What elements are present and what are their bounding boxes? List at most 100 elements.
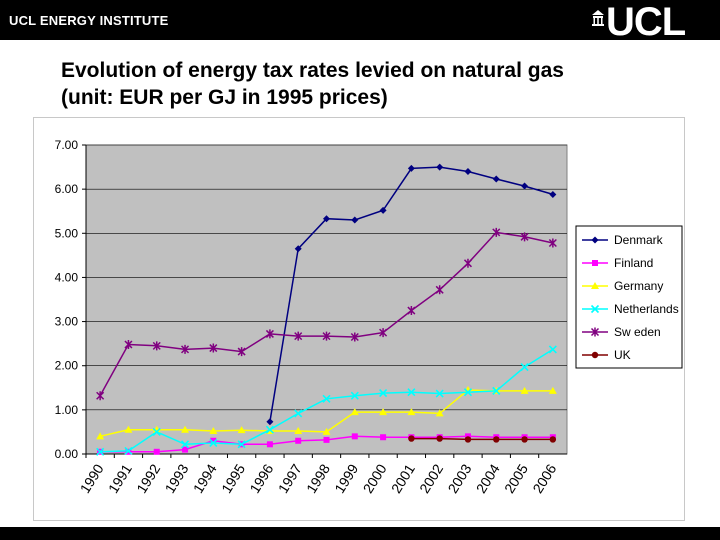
point-netherlands (294, 409, 303, 418)
x-tick-label: 1993 (161, 461, 191, 496)
header-bar: UCL ENERGY INSTITUTE UCL (0, 0, 720, 44)
legend-box (575, 225, 683, 369)
point-netherlands (350, 391, 359, 400)
point-sweden (379, 328, 388, 338)
legend-marker-uk (591, 351, 599, 359)
point-denmark (549, 190, 557, 198)
legend-label-germany: Germany (614, 279, 663, 293)
point-germany (520, 386, 529, 394)
y-tick-label: 6.00 (55, 182, 79, 196)
point-germany (435, 409, 444, 417)
point-netherlands (265, 425, 274, 434)
y-tick-label: 7.00 (55, 138, 79, 152)
point-netherlands (237, 440, 246, 449)
point-finland (323, 436, 330, 443)
point-denmark (379, 206, 387, 214)
line-chart: 0.00 1.00 2.00 3.00 4.00 5.00 6.00 7.00 19901991… (55, 138, 683, 496)
legend-marker-germany (591, 282, 599, 289)
footer-bar (0, 527, 720, 540)
point-netherlands (96, 447, 105, 456)
point-finland (182, 446, 189, 453)
point-sweden (435, 285, 444, 295)
x-tick-label: 1998 (303, 461, 333, 496)
logo-text: UCL (606, 0, 686, 44)
y-tick-label: 0.00 (55, 447, 79, 461)
series-line-uk (411, 437, 553, 441)
point-sweden (294, 331, 303, 341)
point-sweden (520, 232, 529, 242)
point-uk (408, 435, 415, 442)
point-sweden (237, 347, 246, 357)
x-tick-label: 2001 (388, 461, 418, 496)
point-netherlands (180, 440, 190, 449)
point-denmark (436, 163, 444, 171)
plot-area (85, 144, 568, 455)
point-germany (548, 386, 557, 394)
portico-building-icon (592, 10, 604, 26)
x-tick-label: 2000 (360, 461, 390, 496)
x-tick-label: 2005 (501, 461, 531, 496)
point-germany (237, 426, 246, 434)
y-tick-label: 2.00 (55, 359, 79, 373)
point-uk (464, 436, 472, 443)
legend-marker-netherlands (590, 304, 600, 314)
point-sweden (124, 340, 133, 350)
y-tick-label: 3.00 (55, 315, 79, 329)
point-finland (380, 434, 387, 441)
point-uk (436, 435, 443, 442)
x-tick-label: 1990 (77, 461, 107, 496)
point-netherlands (209, 438, 218, 448)
point-sweden (152, 341, 161, 351)
point-uk (521, 436, 528, 443)
point-finland (153, 448, 160, 455)
point-uk (549, 436, 557, 443)
point-denmark (521, 182, 529, 190)
x-tick-label: 1997 (275, 461, 305, 496)
point-uk (493, 436, 500, 443)
point-sweden (265, 329, 274, 339)
point-sweden (322, 331, 331, 341)
point-netherlands (322, 394, 331, 403)
legend-label-sweden: Sw eden (614, 325, 661, 339)
point-denmark (294, 245, 302, 253)
point-finland (351, 433, 358, 440)
point-denmark (266, 418, 274, 426)
point-germany (407, 408, 416, 416)
point-sweden (407, 306, 416, 316)
point-denmark (323, 215, 330, 223)
title-line-2: (unit: EUR per GJ in 1995 prices) (61, 86, 388, 109)
point-netherlands (124, 446, 133, 455)
chart-frame: 0.00 1.00 2.00 3.00 4.00 5.00 6.00 7.00 1990 1991… (33, 117, 685, 521)
point-germany (294, 427, 303, 435)
legend-label-denmark: Denmark (614, 233, 664, 247)
point-finland (266, 441, 273, 448)
point-sweden (96, 391, 105, 401)
point-netherlands (548, 345, 557, 354)
point-netherlands (407, 388, 416, 397)
y-tick-label: 5.00 (55, 226, 79, 240)
x-tick-label: 1999 (331, 461, 361, 496)
point-sweden (548, 238, 557, 248)
point-germany (322, 427, 331, 435)
point-germany (181, 425, 190, 433)
x-tick-label: 2006 (529, 461, 559, 496)
point-sweden (463, 258, 473, 268)
legend-label-uk: UK (614, 348, 631, 362)
point-sweden (209, 343, 218, 353)
x-tick-label: 2003 (444, 461, 474, 496)
legend-label-netherlands: Netherlands (614, 302, 679, 316)
point-germany (379, 408, 388, 416)
point-netherlands (152, 427, 161, 436)
point-netherlands (463, 388, 473, 397)
point-denmark (464, 167, 472, 175)
point-netherlands (379, 389, 388, 398)
y-tick-label: 1.00 (55, 403, 79, 417)
x-tick-label: 2002 (416, 461, 446, 496)
point-germany (96, 432, 105, 440)
ucl-logo[interactable]: UCL (592, 0, 704, 44)
point-germany (209, 427, 218, 435)
point-netherlands (520, 362, 529, 372)
point-finland (210, 437, 217, 444)
point-denmark (407, 164, 415, 172)
x-tick-label: 1996 (246, 461, 276, 496)
